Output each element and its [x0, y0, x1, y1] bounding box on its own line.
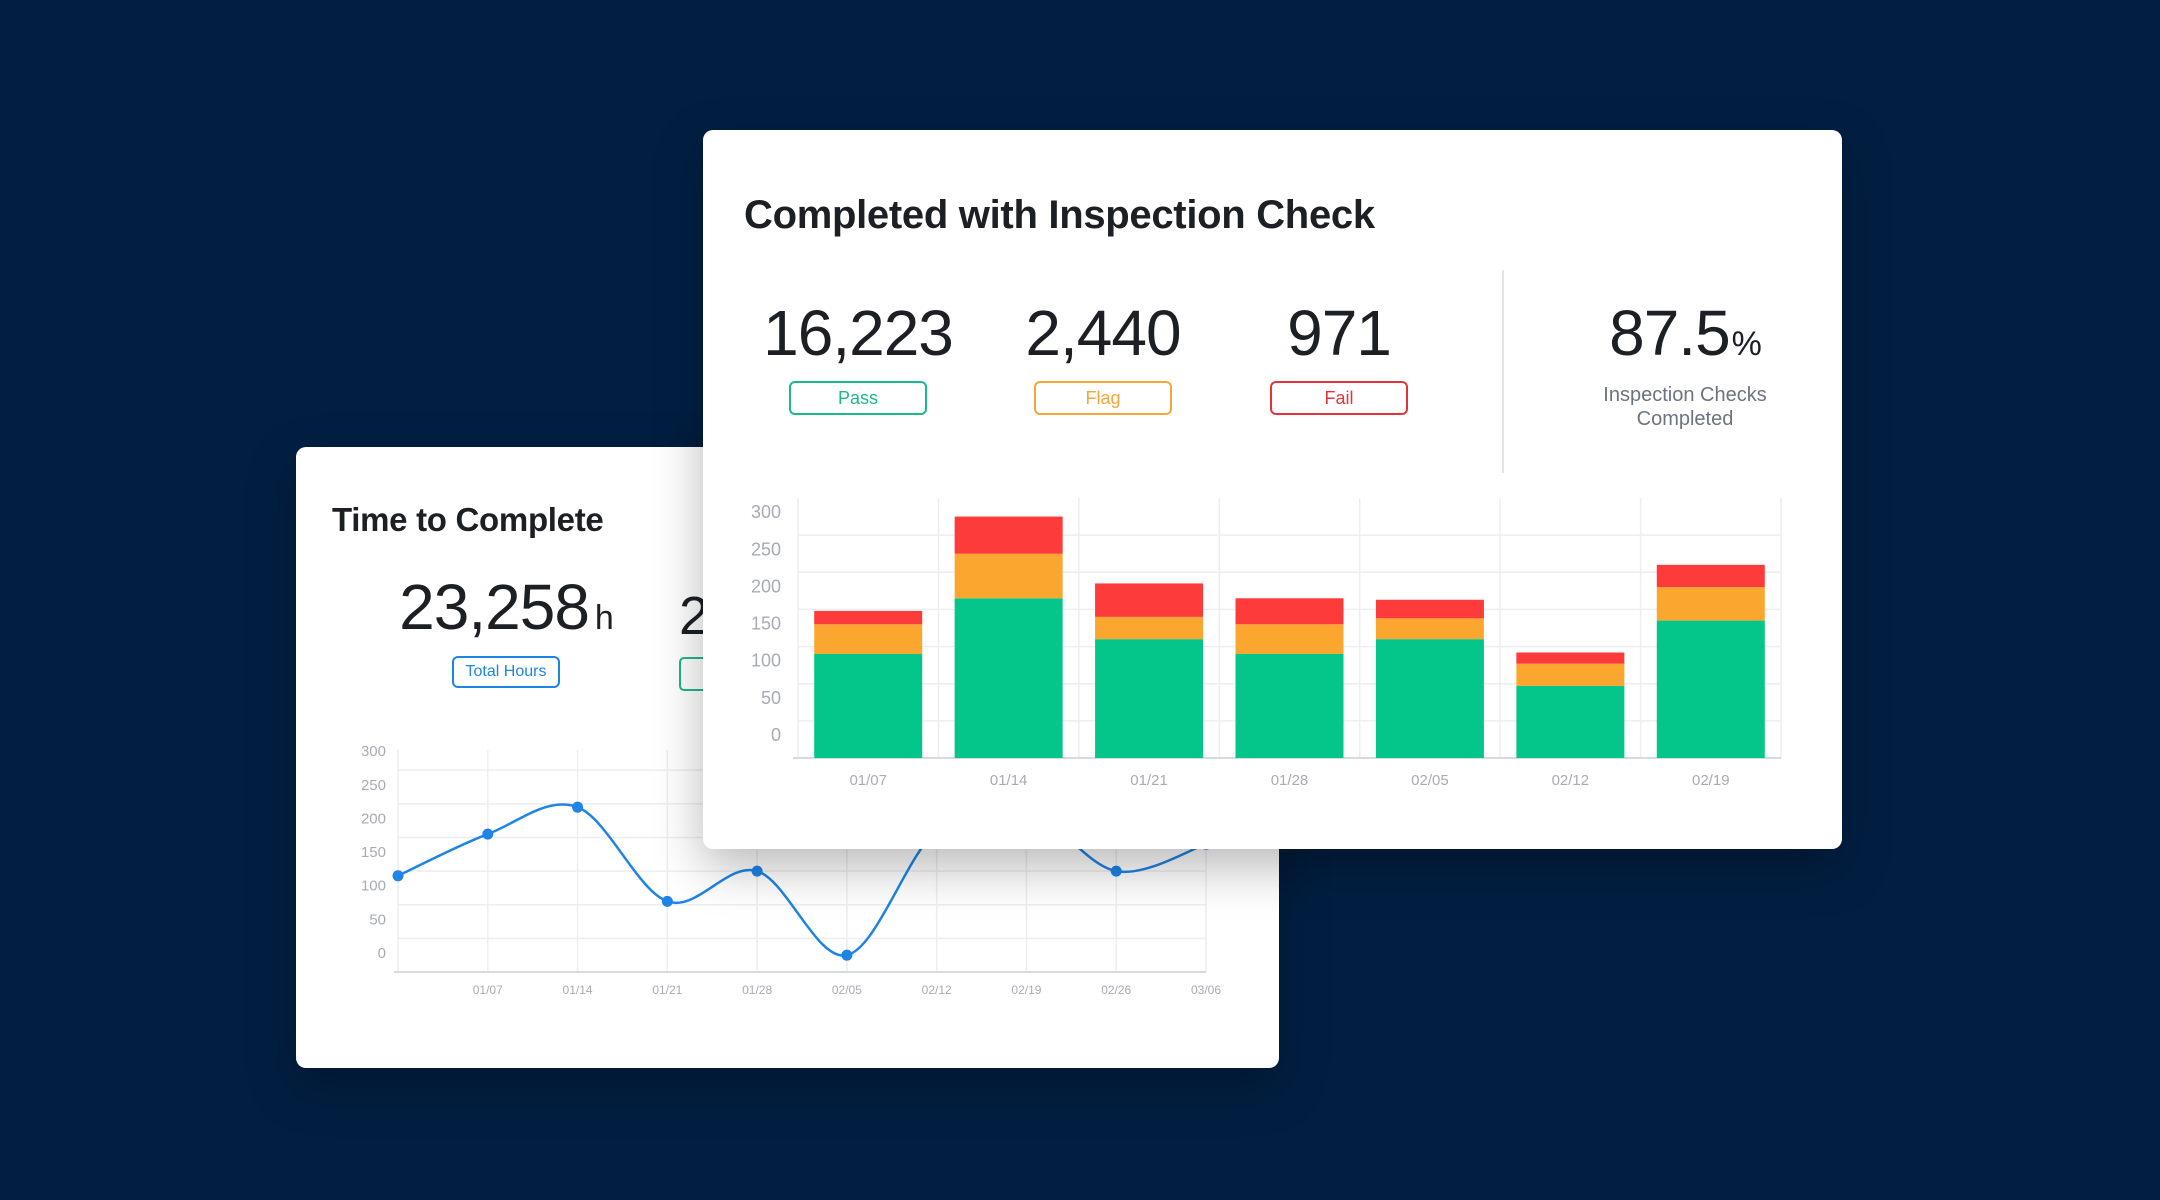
x-tick-label: 01/14 — [563, 983, 593, 997]
bar-segment — [1375, 618, 1484, 640]
bar-segment — [1375, 599, 1484, 619]
data-point — [392, 870, 404, 882]
card-title: Time to Complete — [332, 501, 604, 538]
inspection-check-card: Completed with Inspection Check 16,223 P… — [703, 130, 1842, 849]
bar-segment — [1235, 598, 1344, 625]
total-hours-stat: 23,258 h Total Hours — [376, 575, 636, 688]
bar-segment — [954, 516, 1063, 554]
y-tick-label: 250 — [751, 539, 781, 559]
bar-segment — [1516, 652, 1625, 664]
y-tick-label: 0 — [771, 725, 781, 745]
bar-segment — [814, 624, 923, 654]
x-tick-label: 01/28 — [742, 983, 772, 997]
y-tick-label: 0 — [378, 945, 386, 962]
flag-value: 2,440 — [1025, 297, 1181, 369]
x-tick-label: 02/12 — [922, 983, 952, 997]
completion-unit: % — [1731, 325, 1762, 363]
bar-segment — [814, 654, 923, 758]
y-tick-label: 200 — [361, 810, 386, 827]
total-hours-badge[interactable]: Total Hours — [451, 656, 561, 688]
completion-label-line2: Completed — [1636, 408, 1734, 430]
bar-segment — [1656, 620, 1765, 758]
bar-segment — [1235, 654, 1344, 758]
x-tick-label: 03/06 — [1191, 983, 1221, 997]
x-tick-label: 01/14 — [990, 772, 1028, 789]
x-tick-label: 01/21 — [1130, 772, 1168, 789]
data-point — [841, 949, 853, 961]
x-tick-label: 02/05 — [832, 983, 862, 997]
data-point — [1110, 865, 1122, 877]
stats-divider — [1502, 270, 1504, 473]
x-tick-label: 01/07 — [849, 772, 887, 789]
data-point — [482, 828, 494, 840]
bar-segment — [1235, 624, 1344, 654]
pass-stat: 16,223 Pass — [758, 301, 958, 415]
fail-stat: 971 Fail — [1239, 301, 1439, 415]
bar-segment — [954, 598, 1063, 758]
bar-segment — [1656, 564, 1765, 588]
inspection-bar-chart: 0 50 100 150 200 250 300 01/07 01/14 01/21 01/28 02… — [751, 498, 1782, 789]
second-stat-badge[interactable] — [679, 657, 711, 691]
y-tick-label: 100 — [361, 878, 386, 895]
card-title: Completed with Inspection Check — [744, 193, 1375, 237]
bar-segment — [954, 553, 1063, 599]
x-tick-label: 01/07 — [473, 983, 503, 997]
x-tick-label: 02/05 — [1411, 772, 1449, 789]
y-tick-label: 150 — [751, 614, 781, 634]
x-tick-label: 02/12 — [1552, 772, 1590, 789]
flag-stat: 2,440 Flag — [1003, 301, 1203, 415]
x-tick-label: 02/19 — [1692, 772, 1730, 789]
bar-segment — [1375, 639, 1484, 758]
x-tick-label: 02/19 — [1011, 983, 1041, 997]
x-tick-label: 02/26 — [1101, 983, 1131, 997]
pass-value: 16,223 — [763, 297, 954, 369]
y-tick-label: 100 — [751, 651, 781, 671]
data-point — [751, 865, 763, 877]
y-tick-label: 150 — [361, 844, 386, 861]
y-tick-label: 250 — [361, 777, 386, 794]
bar-segment — [1516, 685, 1625, 758]
data-point — [661, 895, 673, 907]
bar-segment — [1656, 587, 1765, 621]
bar-segment — [1516, 663, 1625, 686]
y-tick-label: 50 — [369, 911, 386, 928]
bar-segment — [1095, 616, 1204, 640]
fail-value: 971 — [1287, 297, 1392, 369]
pass-badge[interactable]: Pass — [789, 381, 927, 415]
total-hours-value: 23,258 — [399, 571, 590, 643]
y-tick-label: 300 — [751, 502, 781, 522]
completion-label-line1: Inspection Checks — [1603, 384, 1767, 406]
flag-badge[interactable]: Flag — [1034, 381, 1172, 415]
total-hours-unit: h — [594, 599, 614, 637]
data-point — [572, 801, 584, 813]
completion-stat: 87.5% Inspection Checks Completed — [1553, 301, 1817, 431]
bar-segment — [1095, 583, 1204, 617]
completion-value: 87.5 — [1609, 297, 1731, 369]
bar-segment — [814, 610, 923, 625]
x-tick-label: 01/28 — [1271, 772, 1309, 789]
fail-badge[interactable]: Fail — [1270, 381, 1408, 415]
y-tick-label: 300 — [361, 743, 386, 760]
y-tick-label: 200 — [751, 576, 781, 596]
y-tick-label: 50 — [761, 688, 781, 708]
bar-segment — [1095, 639, 1204, 758]
x-tick-label: 01/21 — [652, 983, 682, 997]
